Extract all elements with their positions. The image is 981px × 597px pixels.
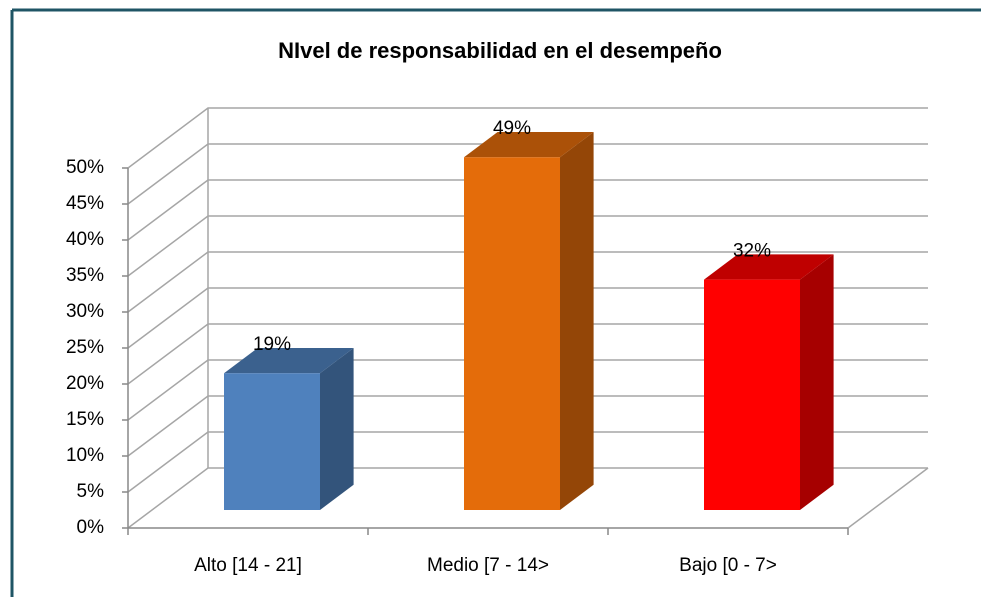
x-tick-label: Medio [7 - 14>	[427, 555, 549, 576]
grid-line	[127, 467, 928, 529]
grid-line	[127, 251, 928, 313]
y-tick-label: 20%	[66, 373, 104, 394]
grid-line	[127, 395, 928, 457]
bar-top	[224, 348, 354, 374]
y-tick-label: 5%	[77, 481, 105, 502]
grid-line	[127, 215, 928, 277]
grid-line	[127, 359, 928, 421]
grid-line	[127, 323, 928, 385]
bar-top	[704, 254, 834, 280]
x-tick-label: Bajo [0 - 7>	[679, 555, 777, 576]
bar-side	[320, 348, 354, 510]
y-tick-label: 40%	[66, 229, 104, 250]
grid-line	[127, 431, 928, 493]
y-tick-label: 35%	[66, 265, 104, 286]
chart-title: NIvel de responsabilidad en el desempeño	[278, 38, 722, 63]
bar-top	[464, 132, 594, 158]
bar	[704, 279, 800, 510]
x-tick-label: Alto [14 - 21]	[194, 555, 302, 576]
y-tick-label: 45%	[66, 193, 104, 214]
bar	[464, 157, 560, 510]
floor-edge	[847, 467, 929, 529]
value-label: 19%	[253, 334, 291, 355]
grid-line	[127, 179, 928, 241]
y-tick-label: 0%	[77, 517, 105, 538]
y-tick-label: 30%	[66, 301, 104, 322]
value-label: 49%	[493, 118, 531, 139]
grid-line	[127, 287, 928, 349]
grid-line	[127, 143, 928, 205]
bar	[224, 373, 320, 510]
grid-line	[127, 107, 928, 169]
y-tick-label: 15%	[66, 409, 104, 430]
y-tick-label: 50%	[66, 157, 104, 178]
value-label: 32%	[733, 241, 771, 262]
y-tick-label: 10%	[66, 445, 104, 466]
bar-side	[560, 132, 594, 510]
y-tick-label: 25%	[66, 337, 104, 358]
bar-side	[800, 254, 834, 510]
